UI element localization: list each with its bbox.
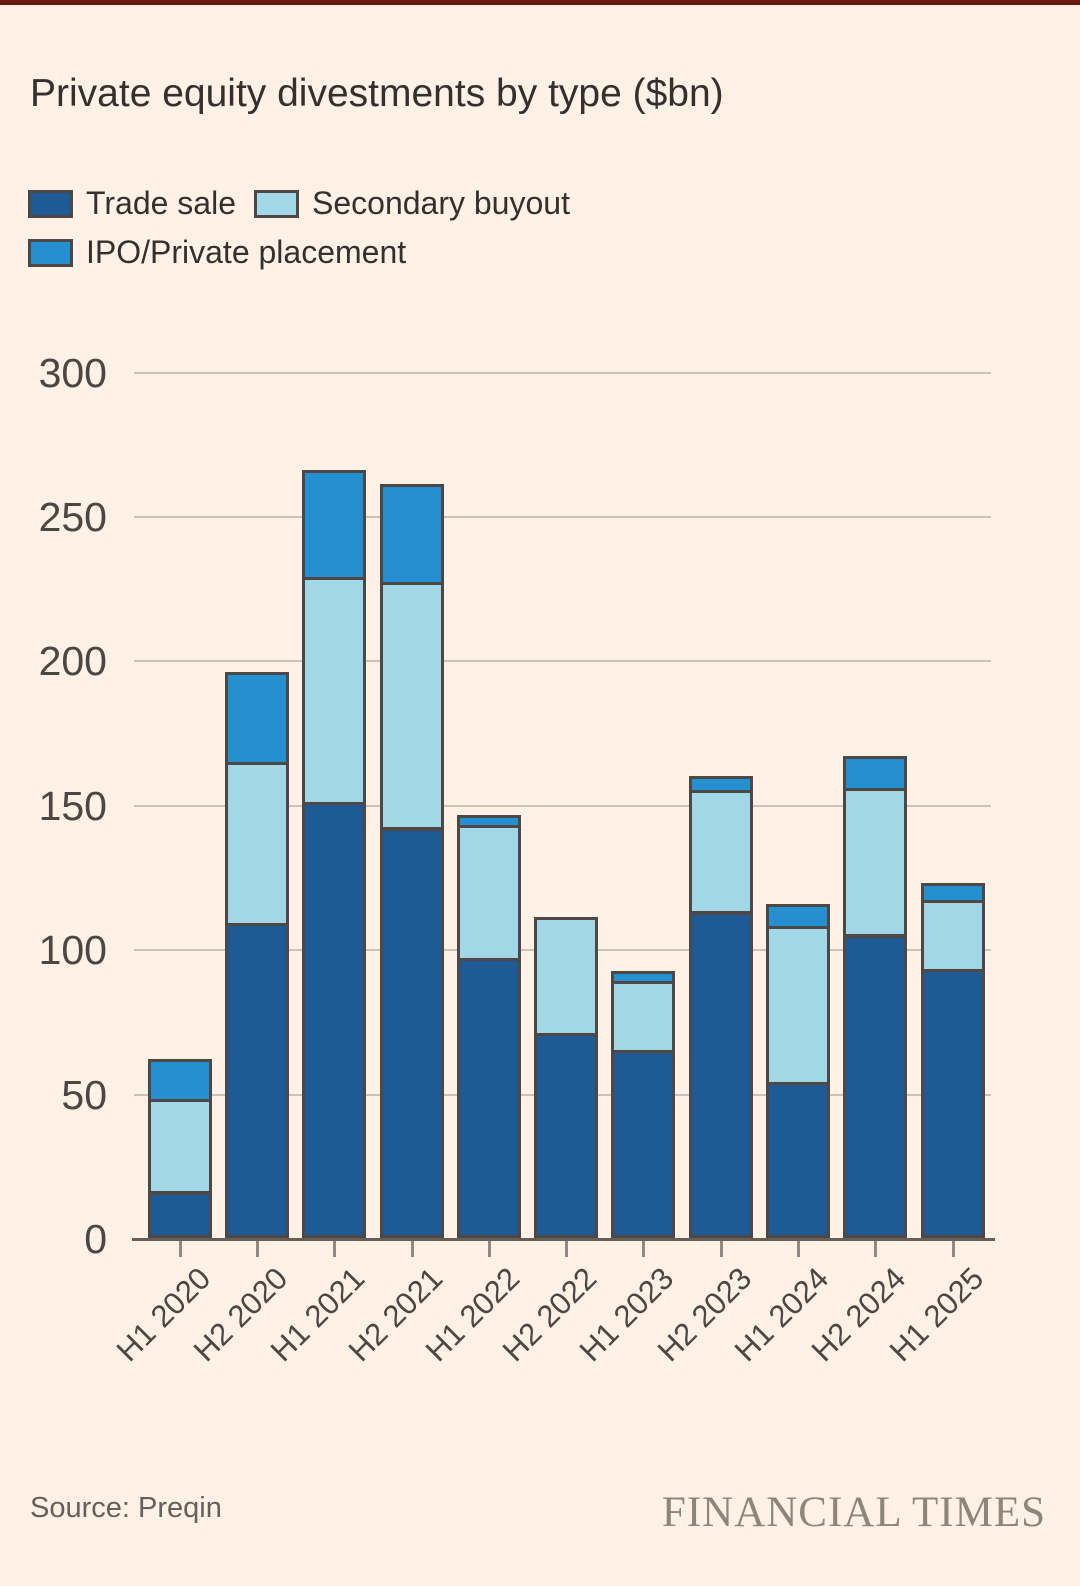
legend-item-ipo: IPO/Private placement — [28, 234, 406, 271]
legend-row-1: Trade sale Secondary buyout — [28, 185, 588, 222]
bar-h1-2025-trade-sale — [921, 969, 985, 1238]
bar-h1-2022-secondary-buyout — [457, 825, 521, 961]
x-tick-10 — [874, 1241, 877, 1257]
bar-h2-2023-secondary-buyout — [689, 790, 753, 914]
bar-h1-2023-secondary-buyout — [611, 981, 675, 1053]
bar-h2-2022-secondary-buyout — [534, 917, 598, 1036]
legend-row-2: IPO/Private placement — [28, 234, 424, 271]
bar-h2-2021-secondary-buyout — [380, 582, 444, 830]
x-tick-11 — [952, 1241, 955, 1257]
bar-h2-2024-trade-sale — [843, 935, 907, 1238]
legend-label-secondary-buyout: Secondary buyout — [312, 185, 570, 221]
bar-h1-2023-ipo — [611, 971, 675, 984]
bar-h2-2022-trade-sale — [534, 1033, 598, 1238]
legend-label-trade-sale: Trade sale — [86, 185, 236, 221]
x-tick-8 — [720, 1241, 723, 1257]
legend-item-trade-sale: Trade sale — [28, 185, 236, 222]
x-tick-9 — [797, 1241, 800, 1257]
bar-h1-2022-trade-sale — [457, 958, 521, 1238]
x-tick-7 — [642, 1241, 645, 1257]
top-accent-rule — [0, 0, 1080, 5]
bar-h1-2024-ipo — [766, 904, 830, 929]
source-note: Source: Preqin — [30, 1492, 222, 1524]
financial-times-logo: FINANCIAL TIMES — [661, 1489, 1046, 1536]
bar-h1-2020-ipo — [148, 1059, 212, 1102]
gridline-300 — [134, 372, 991, 374]
bar-h2-2021-ipo — [380, 484, 444, 585]
gridline-200 — [134, 660, 991, 662]
y-axis-label-0: 0 — [84, 1216, 107, 1262]
secondary-buyout-swatch — [254, 189, 299, 218]
bar-h2-2020-trade-sale — [225, 923, 289, 1238]
bar-h1-2021-ipo — [302, 470, 366, 580]
bar-h1-2024-trade-sale — [766, 1082, 830, 1238]
x-tick-5 — [488, 1241, 491, 1257]
bar-h1-2020-trade-sale — [148, 1192, 212, 1238]
bar-h1-2021-trade-sale — [302, 802, 366, 1238]
bar-h1-2020-secondary-buyout — [148, 1099, 212, 1194]
legend-label-ipo: IPO/Private placement — [86, 234, 407, 270]
y-axis-label-100: 100 — [38, 927, 107, 973]
x-tick-6 — [565, 1241, 568, 1257]
bar-h2-2024-ipo — [843, 756, 907, 791]
x-tick-1 — [179, 1241, 182, 1257]
bar-h1-2024-secondary-buyout — [766, 926, 830, 1085]
x-tick-3 — [333, 1241, 336, 1257]
trade-sale-swatch — [28, 189, 73, 218]
ipo-swatch — [28, 238, 73, 267]
bar-h2-2021-trade-sale — [380, 828, 444, 1238]
y-axis-label-150: 150 — [38, 783, 107, 829]
x-tick-2 — [256, 1241, 259, 1257]
x-tick-4 — [411, 1241, 414, 1257]
bar-h1-2025-ipo — [921, 883, 985, 903]
bar-h2-2020-ipo — [225, 672, 289, 765]
y-axis-label-50: 50 — [61, 1072, 107, 1118]
gridline-150 — [134, 805, 991, 807]
y-axis-label-300: 300 — [38, 350, 107, 396]
bar-h2-2020-secondary-buyout — [225, 761, 289, 926]
bar-h1-2023-trade-sale — [611, 1050, 675, 1238]
x-axis-line — [132, 1238, 995, 1241]
bar-h2-2023-trade-sale — [689, 912, 753, 1238]
bar-h1-2022-ipo — [457, 815, 521, 828]
legend-item-secondary-buyout: Secondary buyout — [254, 185, 570, 222]
chart-title: Private equity divestments by type ($bn) — [30, 72, 724, 116]
bar-h2-2024-secondary-buyout — [843, 787, 907, 937]
y-axis-label-200: 200 — [38, 638, 107, 684]
bar-h1-2025-secondary-buyout — [921, 900, 985, 972]
gridline-250 — [134, 516, 991, 518]
y-axis-label-250: 250 — [38, 494, 107, 540]
bar-h1-2021-secondary-buyout — [302, 577, 366, 805]
bar-h2-2023-ipo — [689, 776, 753, 793]
